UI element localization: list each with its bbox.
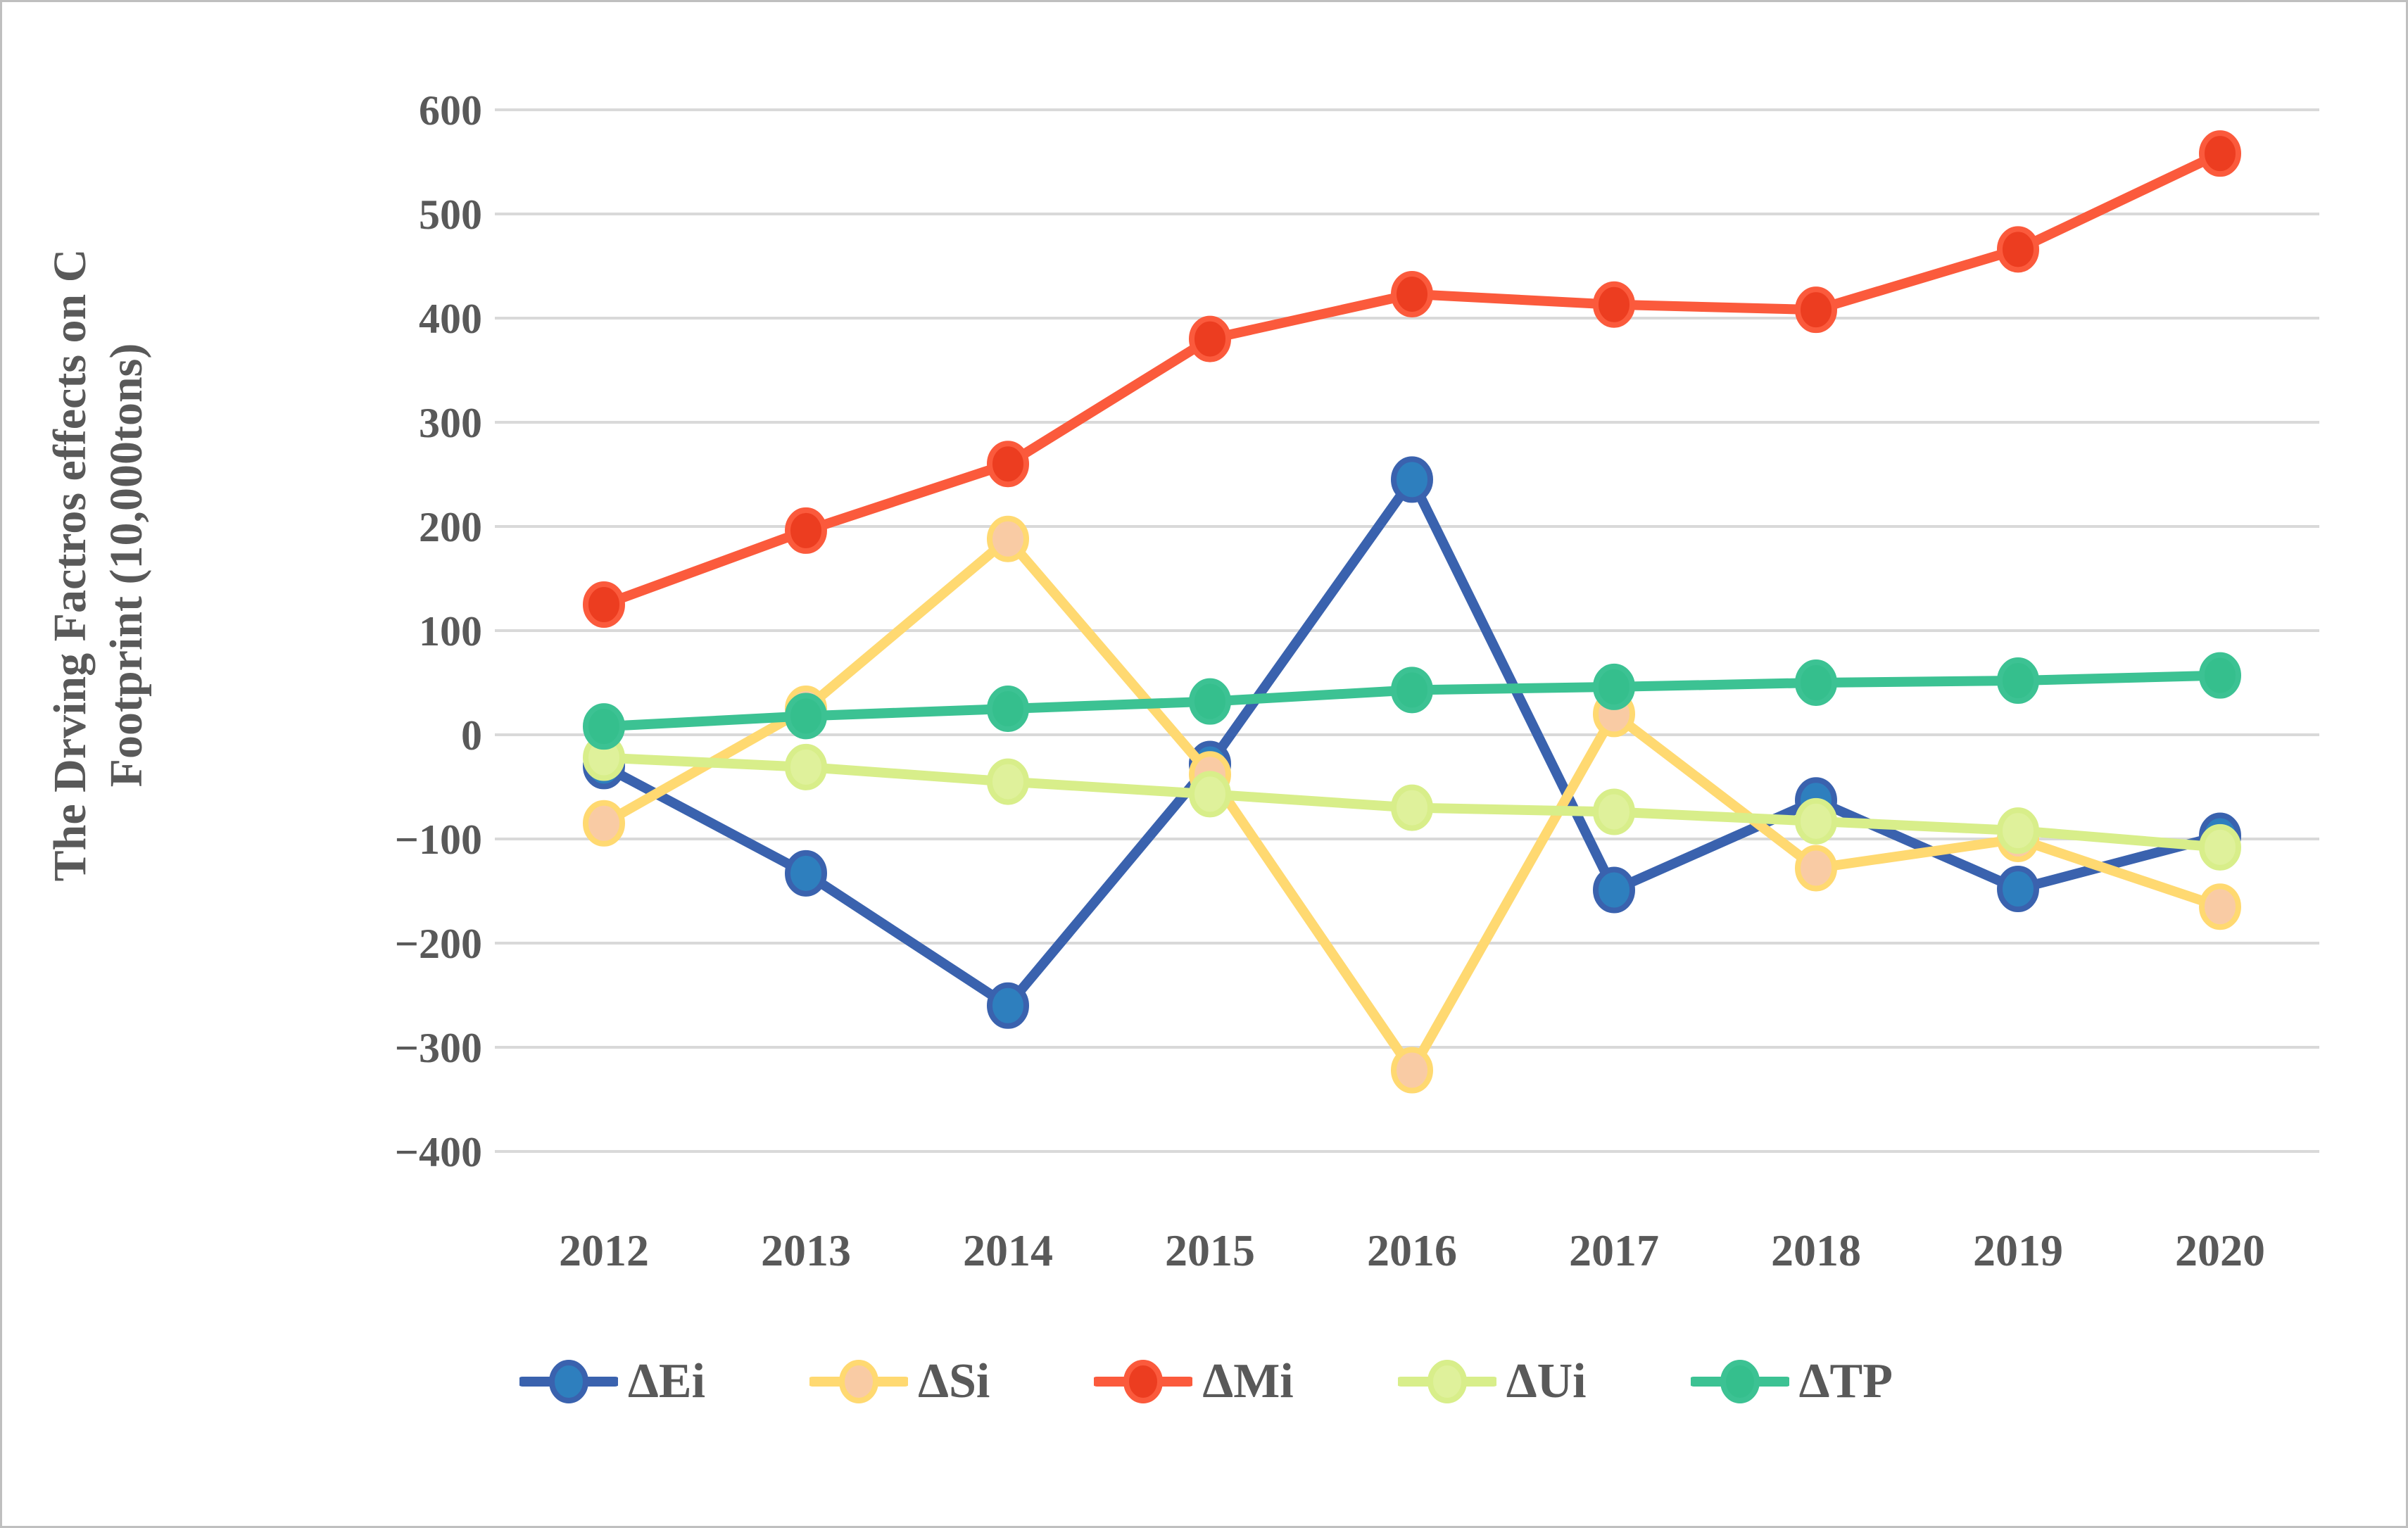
series-marker-delta-ui-2016 bbox=[1391, 784, 1433, 831]
legend-swatch-delta-ei-icon bbox=[519, 1360, 619, 1403]
series-marker-delta-ei-2016 bbox=[1391, 456, 1433, 503]
legend-item-delta-ei: ΔEi bbox=[519, 1357, 705, 1406]
y-tick-label: −100 bbox=[395, 816, 482, 863]
series-marker-delta-ui-2013 bbox=[785, 743, 827, 790]
series-marker-delta-ui-2020 bbox=[2199, 823, 2241, 871]
x-tick-label: 2018 bbox=[1771, 1225, 1861, 1275]
series-marker-delta-ei-2019 bbox=[1997, 866, 2039, 913]
y-tick-label: 200 bbox=[419, 504, 482, 550]
series-marker-delta-mi-2014 bbox=[987, 441, 1029, 488]
y-tick-label: 600 bbox=[419, 87, 482, 134]
series-line-delta-ei bbox=[599, 474, 2225, 1011]
series-marker-delta-tp-2017 bbox=[1593, 663, 1635, 710]
x-tick-label: 2020 bbox=[2175, 1225, 2265, 1275]
y-axis-title-line2: Footprint (10,000tons) bbox=[101, 343, 152, 788]
legend-marker bbox=[1427, 1360, 1467, 1403]
legend-item-delta-ui: ΔUi bbox=[1397, 1354, 1587, 1408]
legend-swatch-delta-si-icon bbox=[809, 1360, 909, 1403]
x-tick-label: 2016 bbox=[1367, 1225, 1457, 1275]
series-marker-delta-si-2018 bbox=[1795, 845, 1837, 892]
series-marker-delta-ui-2015 bbox=[1189, 771, 1231, 818]
x-tick-label: 2019 bbox=[1973, 1225, 2063, 1275]
x-tick-label: 2015 bbox=[1165, 1225, 1255, 1275]
legend-marker bbox=[549, 1360, 589, 1403]
series-marker-delta-tp-2012 bbox=[583, 703, 625, 750]
series-marker-delta-mi-2017 bbox=[1593, 281, 1635, 328]
legend-swatch-delta-tp-icon bbox=[1690, 1360, 1789, 1403]
legend-marker bbox=[1720, 1360, 1760, 1403]
x-tick-label: 2013 bbox=[761, 1225, 851, 1275]
y-tick-label: 0 bbox=[461, 712, 482, 759]
series-marker-delta-ei-2017 bbox=[1593, 866, 1635, 914]
legend-label-delta-tp: ΔTP bbox=[1798, 1354, 1893, 1408]
series-marker-delta-mi-2016 bbox=[1391, 270, 1433, 317]
series-marker-delta-ui-2018 bbox=[1795, 797, 1837, 845]
y-tick-label: −300 bbox=[395, 1025, 482, 1071]
series-marker-delta-si-2016 bbox=[1391, 1047, 1433, 1094]
chart-legend: ΔEi ΔSi ΔMi ΔUi ΔTP bbox=[2, 1336, 2406, 1427]
legend-marker bbox=[839, 1360, 879, 1403]
legend-marker bbox=[1123, 1360, 1164, 1403]
series-marker-delta-tp-2014 bbox=[987, 686, 1029, 732]
series-marker-delta-tp-2016 bbox=[1391, 667, 1433, 714]
series-marker-delta-si-2020 bbox=[2199, 883, 2241, 930]
y-tick-label: −400 bbox=[395, 1129, 482, 1175]
series-marker-delta-ei-2014 bbox=[987, 982, 1029, 1029]
series-marker-delta-tp-2013 bbox=[785, 693, 827, 740]
y-tick-label: 100 bbox=[419, 608, 482, 655]
series-marker-delta-mi-2019 bbox=[1997, 226, 2039, 273]
legend-swatch-delta-ui-icon bbox=[1397, 1360, 1496, 1403]
legend-item-delta-mi: ΔMi bbox=[1094, 1354, 1294, 1408]
y-axis-title-line1: The Drving Factros effects on C bbox=[44, 249, 96, 882]
x-tick-label: 2014 bbox=[963, 1225, 1053, 1275]
series-marker-delta-tp-2020 bbox=[2199, 652, 2241, 699]
y-tick-label: 300 bbox=[419, 400, 482, 446]
series-marker-delta-si-2014 bbox=[987, 515, 1029, 562]
series-marker-delta-mi-2012 bbox=[583, 581, 625, 628]
series-marker-delta-mi-2020 bbox=[2199, 130, 2241, 177]
series-marker-delta-si-2012 bbox=[583, 800, 625, 847]
legend-item-delta-tp: ΔTP bbox=[1690, 1354, 1893, 1408]
series-marker-delta-mi-2013 bbox=[785, 507, 827, 554]
series-marker-delta-tp-2015 bbox=[1189, 678, 1231, 725]
series-marker-delta-tp-2018 bbox=[1795, 659, 1837, 706]
legend-label-delta-ui: ΔUi bbox=[1506, 1354, 1587, 1408]
series-marker-delta-ei-2013 bbox=[785, 850, 827, 897]
x-tick-label: 2017 bbox=[1569, 1225, 1659, 1275]
legend-item-delta-si: ΔSi bbox=[809, 1357, 990, 1406]
series-line-delta-mi bbox=[599, 149, 2225, 610]
y-tick-label: −200 bbox=[395, 921, 482, 967]
x-tick-label: 2012 bbox=[559, 1225, 649, 1275]
series-marker-delta-ui-2017 bbox=[1593, 788, 1635, 835]
y-tick-label: 500 bbox=[419, 191, 482, 238]
series-marker-delta-mi-2018 bbox=[1795, 286, 1837, 334]
series-marker-delta-tp-2019 bbox=[1997, 657, 2039, 705]
legend-label-delta-si: ΔSi bbox=[918, 1354, 990, 1408]
legend-label-delta-ei: ΔEi bbox=[628, 1354, 706, 1408]
series-marker-delta-mi-2015 bbox=[1189, 315, 1231, 362]
series-marker-delta-ui-2014 bbox=[987, 758, 1029, 805]
y-tick-label: 400 bbox=[419, 296, 482, 342]
series-marker-delta-ui-2019 bbox=[1997, 807, 2039, 854]
legend-swatch-delta-mi-icon bbox=[1094, 1360, 1193, 1403]
legend-label-delta-mi: ΔMi bbox=[1202, 1354, 1294, 1408]
